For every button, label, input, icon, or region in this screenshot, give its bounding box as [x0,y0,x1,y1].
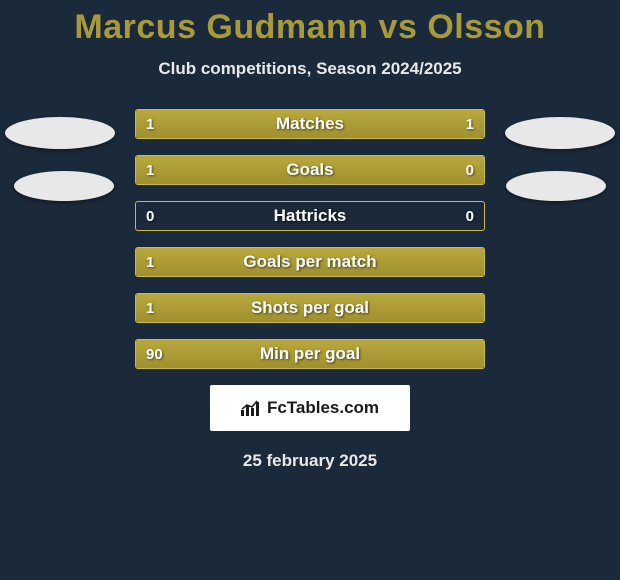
stat-row: 1Goals per match [135,247,485,277]
fctables-logo: FcTables.com [210,385,410,431]
stat-label: Matches [136,110,484,138]
chart-area: 11Matches 10Goals 00Hattricks 1Goals per ma… [0,109,620,369]
stat-row: 1Shots per goal [135,293,485,323]
player2-name: Olsson [427,8,545,46]
vs-text: vs [379,8,418,46]
stat-row: 11Matches [135,109,485,139]
logo-text: FcTables.com [267,398,379,418]
stat-row: 00Hattricks [135,201,485,231]
player1-badge-ellipse-2 [14,171,114,201]
stat-label: Shots per goal [136,294,484,322]
bars-container: 11Matches 10Goals 00Hattricks 1Goals per ma… [0,109,620,369]
stat-label: Goals per match [136,248,484,276]
comparison-title: Marcus Gudmann vs Olsson [0,0,620,47]
stat-label: Min per goal [136,340,484,368]
stat-row: 90Min per goal [135,339,485,369]
chart-icon [241,400,261,416]
player2-badge-ellipse [505,117,615,149]
player1-name: Marcus Gudmann [74,8,368,46]
stat-label: Hattricks [136,202,484,230]
player2-badge-ellipse-2 [506,171,606,201]
stat-row: 10Goals [135,155,485,185]
subtitle: Club competitions, Season 2024/2025 [0,59,620,79]
player1-badge-ellipse [5,117,115,149]
date-line: 25 february 2025 [0,451,620,471]
stat-label: Goals [136,156,484,184]
